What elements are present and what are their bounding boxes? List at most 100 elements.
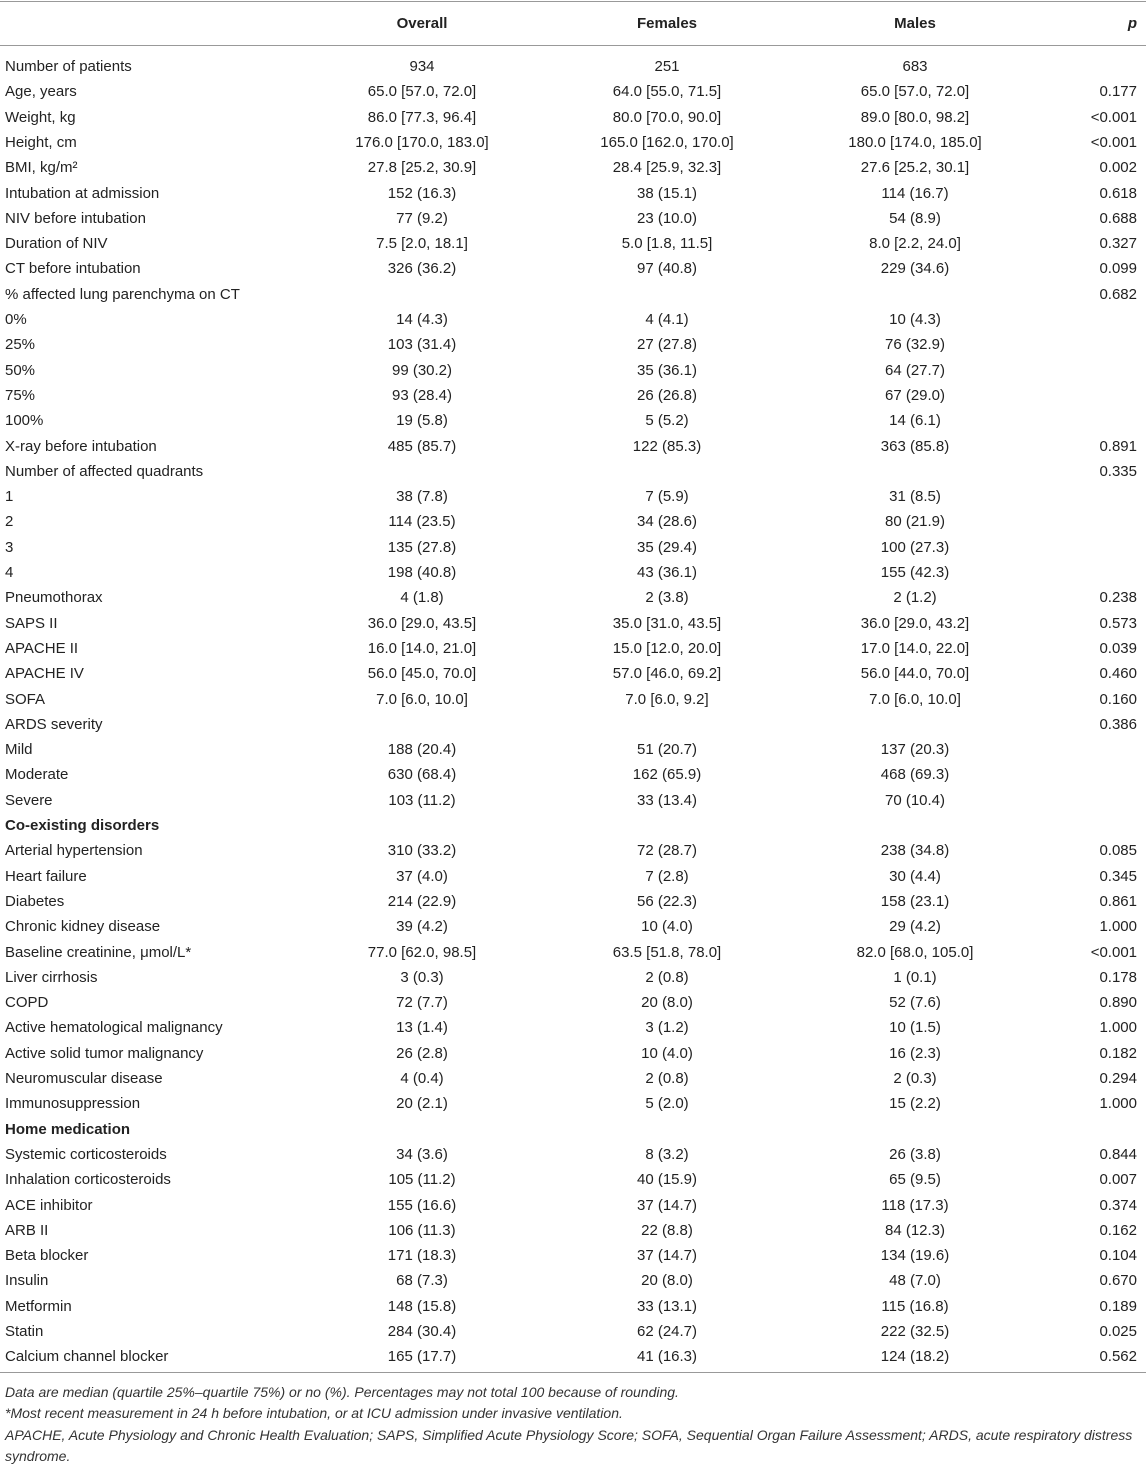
cell: 162 (65.9) (632, 766, 702, 784)
cell: 38 (7.8) (396, 488, 448, 506)
cell: 0.189 (1099, 1297, 1137, 1315)
footnote: APACHE, Acute Physiology and Chronic Hea… (5, 1427, 1133, 1464)
cell: 41 (16.3) (636, 1348, 698, 1366)
row-label: 4 (5, 564, 14, 581)
cell: 683 (902, 58, 928, 75)
cell: 37 (4.0) (396, 867, 448, 885)
cell: 0.182 (1099, 1044, 1137, 1062)
cell: 26 (26.8) (636, 386, 698, 404)
row-label: ARDS severity (5, 715, 103, 733)
cell: 80 (21.9) (884, 513, 946, 531)
cell: 158 (23.1) (880, 892, 950, 910)
cell: 0.039 (1099, 639, 1137, 657)
cell: 148 (15.8) (387, 1297, 457, 1315)
column-header: p (1127, 15, 1137, 32)
cell: 26 (2.8) (396, 1044, 448, 1062)
cell: 43 (36.1) (636, 564, 698, 581)
cell: 33 (13.1) (636, 1297, 698, 1315)
cell: 0.890 (1099, 994, 1137, 1012)
row-label: 1 (5, 488, 14, 506)
cell: 72 (7.7) (396, 994, 448, 1012)
cell: 8 (3.2) (645, 1145, 689, 1163)
cell: 23 (10.0) (636, 209, 698, 227)
cell: 64.0 [55.0, 71.5] (612, 83, 722, 101)
cell: 16.0 [14.0, 21.0] (367, 639, 477, 657)
cell: 118 (17.3) (881, 1196, 949, 1214)
row-label: APACHE IV (5, 665, 84, 683)
cell: 26 (3.8) (889, 1145, 941, 1163)
row-label: Pneumothorax (5, 589, 103, 607)
cell: 14 (4.3) (396, 311, 448, 328)
cell: 0.178 (1099, 968, 1137, 986)
cell: 51 (20.7) (636, 741, 698, 759)
cell: 5 (2.0) (645, 1095, 689, 1113)
cell: 630 (68.4) (387, 766, 457, 784)
row-label: Chronic kidney disease (5, 918, 161, 936)
cell: 10 (4.3) (889, 311, 941, 328)
cell: 176.0 [170.0, 183.0] (355, 133, 489, 151)
cell: 77.0 [62.0, 98.5] (367, 943, 477, 961)
cell: 2 (0.8) (645, 968, 689, 986)
cell: 2 (3.8) (645, 589, 689, 607)
row-label: % affected lung parenchyma on CT (5, 285, 240, 303)
row-label: 25% (5, 336, 36, 354)
cell: 5 (5.2) (645, 412, 689, 430)
cell: 30 (4.4) (889, 867, 941, 885)
footnote: Data are median (quartile 25%–quartile 7… (5, 1384, 679, 1400)
cell: 1.000 (1099, 1019, 1137, 1037)
row-label: NIV before intubation (5, 209, 146, 227)
cell: 0.688 (1099, 209, 1137, 227)
cell: 56.0 [44.0, 70.0] (860, 665, 970, 683)
row-label: Statin (5, 1323, 44, 1340)
cell: 1.000 (1099, 918, 1137, 936)
cell: 28.4 [25.9, 32.3] (612, 159, 722, 177)
row-label: Systemic corticosteroids (5, 1145, 167, 1163)
cell: 363 (85.8) (880, 437, 950, 455)
row-label: SAPS II (5, 614, 58, 632)
cell: 0.327 (1099, 235, 1137, 253)
row-label: Active solid tumor malignancy (5, 1044, 204, 1062)
cell: 33 (13.4) (636, 791, 698, 809)
cell: 34 (28.6) (636, 513, 698, 531)
cell: 135 (27.8) (387, 538, 457, 556)
cell: 77 (9.2) (396, 209, 448, 227)
cell: 0.099 (1099, 260, 1137, 278)
cell: 27.6 [25.2, 30.1] (860, 159, 970, 177)
row-label: Baseline creatinine, μmol/L* (5, 943, 192, 961)
row-label: 0% (5, 311, 27, 328)
cell: 62 (24.7) (636, 1323, 698, 1340)
cell: 155 (42.3) (880, 564, 950, 581)
cell: 0.025 (1099, 1323, 1137, 1340)
cell: 35 (29.4) (636, 538, 698, 556)
cell: 165.0 [162.0, 170.0] (600, 133, 734, 151)
cell: 40 (15.9) (636, 1171, 698, 1189)
cell: 99 (30.2) (391, 361, 453, 379)
cell: 3 (1.2) (645, 1019, 689, 1037)
cell: 93 (28.4) (391, 386, 453, 404)
cell: 52 (7.6) (889, 994, 941, 1012)
row-label: Number of patients (5, 58, 132, 75)
row-label: Heart failure (5, 867, 87, 885)
row-label: Calcium channel blocker (5, 1348, 169, 1366)
cell: 0.345 (1099, 867, 1137, 885)
cell: 34 (3.6) (396, 1145, 448, 1163)
cell: 3 (0.3) (400, 968, 444, 986)
cell: 152 (16.3) (387, 184, 457, 202)
row-label: BMI, kg/m² (5, 159, 78, 177)
cell: 7.0 [6.0, 10.0] (376, 690, 468, 708)
cell: 934 (409, 58, 435, 75)
cell: 7 (2.8) (645, 867, 689, 885)
row-label: Duration of NIV (5, 235, 108, 253)
cell: 1 (0.1) (893, 968, 937, 986)
cell: 65.0 [57.0, 72.0] (367, 83, 477, 101)
cell: 0.007 (1099, 1171, 1137, 1189)
row-label: 100% (5, 412, 44, 430)
row-label: X-ray before intubation (5, 437, 157, 455)
cell: 468 (69.3) (880, 766, 950, 784)
cell: 0.294 (1099, 1070, 1137, 1087)
cell: 19 (5.8) (396, 412, 448, 430)
cell: <0.001 (1090, 943, 1137, 961)
cell: 20 (8.0) (641, 1272, 693, 1290)
cell: 284 (30.4) (387, 1323, 457, 1340)
